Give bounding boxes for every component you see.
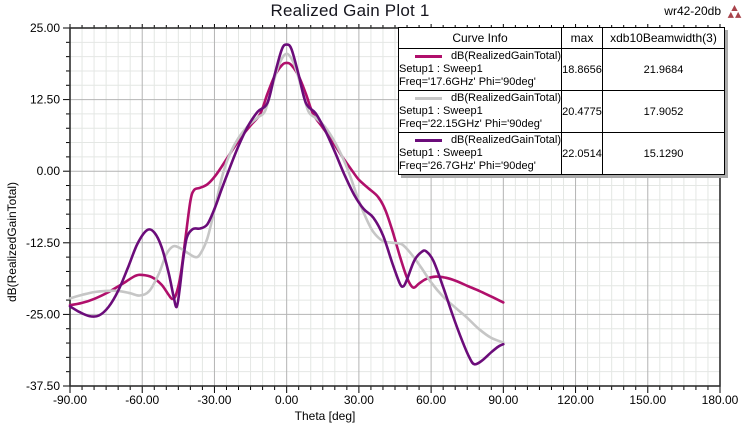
trace-label: dB(RealizedGainTotal) bbox=[450, 92, 561, 104]
y-axis-title: dB(RealizedGainTotal) bbox=[5, 182, 19, 302]
curve-swatch-icon bbox=[414, 139, 442, 142]
page-title: Realized Gain Plot 1 bbox=[270, 1, 430, 20]
design-name-label: wr42-20db bbox=[664, 4, 721, 18]
design-annotation: wr42-20db bbox=[664, 4, 742, 18]
y-tick-label: 0.00 bbox=[37, 164, 61, 178]
legend-max-value: 18.8656 bbox=[561, 48, 603, 91]
variation-label: Freq='26.7GHz' Phi='90deg' bbox=[399, 160, 536, 172]
x-tick-label: -90.00 bbox=[53, 393, 87, 407]
legend-header-row: Curve Info max xdb10Beamwidth(3) bbox=[398, 27, 725, 49]
x-tick-label: -30.00 bbox=[197, 393, 231, 407]
triforce-marker-icon bbox=[727, 4, 742, 18]
curve-swatch-icon bbox=[414, 55, 442, 58]
plot-frame bbox=[69, 27, 721, 387]
legend-row-0[interactable]: dB(RealizedGainTotal) Setup1 : Sweep1 Freq… bbox=[398, 48, 725, 91]
legend-beamwidth-value: 15.1290 bbox=[602, 132, 725, 175]
y-tick-label: 25.00 bbox=[30, 21, 60, 35]
x-tick-label: 150.00 bbox=[629, 393, 666, 407]
trace-label: dB(RealizedGainTotal) bbox=[450, 50, 561, 62]
x-tick-label: -60.00 bbox=[125, 393, 159, 407]
legend-curve-info: dB(RealizedGainTotal) Setup1 : Sweep1 Freq… bbox=[398, 48, 562, 91]
curve-series-1[interactable] bbox=[68, 52, 505, 344]
legend-beamwidth-value: 17.9052 bbox=[602, 90, 725, 133]
x-axis-title: Theta [deg] bbox=[295, 409, 356, 423]
variation-label: Freq='22.15GHz' Phi='90deg' bbox=[399, 118, 542, 130]
curve-series-0[interactable] bbox=[68, 61, 505, 307]
legend-beamwidth-value: 21.9684 bbox=[602, 48, 725, 91]
x-tick-label: 60.00 bbox=[416, 393, 446, 407]
legend-row-2[interactable]: dB(RealizedGainTotal) Setup1 : Sweep1 Freq… bbox=[398, 132, 725, 175]
trace-label: dB(RealizedGainTotal) bbox=[450, 134, 561, 146]
setup-label: Setup1 : Sweep1 bbox=[399, 105, 483, 117]
legend-header-curve-info: Curve Info bbox=[398, 27, 562, 49]
x-tick-label: 30.00 bbox=[344, 393, 374, 407]
curve-series-2[interactable] bbox=[68, 43, 505, 366]
variation-label: Freq='17.6GHz' Phi='90deg' bbox=[399, 76, 536, 88]
legend-table[interactable]: Curve Info max xdb10Beamwidth(3) dB(Real… bbox=[398, 27, 725, 175]
legend-max-value: 20.4775 bbox=[561, 90, 603, 133]
legend-header-max: max bbox=[561, 27, 603, 49]
curve-swatch-icon bbox=[414, 97, 442, 100]
x-tick-label: 0.00 bbox=[275, 393, 299, 407]
y-tick-label: 12.50 bbox=[30, 93, 60, 107]
legend-curve-info: dB(RealizedGainTotal) Setup1 : Sweep1 Freq… bbox=[398, 90, 562, 133]
legend-curve-info: dB(RealizedGainTotal) Setup1 : Sweep1 Freq… bbox=[398, 132, 562, 175]
x-tick-label: 120.00 bbox=[557, 393, 594, 407]
legend-max-value: 22.0514 bbox=[561, 132, 603, 175]
legend-row-1[interactable]: dB(RealizedGainTotal) Setup1 : Sweep1 Freq… bbox=[398, 90, 725, 133]
y-tick-label: -12.50 bbox=[26, 236, 60, 250]
y-tick-label: -25.00 bbox=[26, 307, 60, 321]
x-tick-label: 180.00 bbox=[702, 393, 739, 407]
setup-label: Setup1 : Sweep1 bbox=[399, 63, 483, 75]
y-tick-label: -37.50 bbox=[26, 379, 60, 393]
legend-header-beamwidth: xdb10Beamwidth(3) bbox=[602, 27, 725, 49]
setup-label: Setup1 : Sweep1 bbox=[399, 147, 483, 159]
x-tick-label: 90.00 bbox=[488, 393, 518, 407]
